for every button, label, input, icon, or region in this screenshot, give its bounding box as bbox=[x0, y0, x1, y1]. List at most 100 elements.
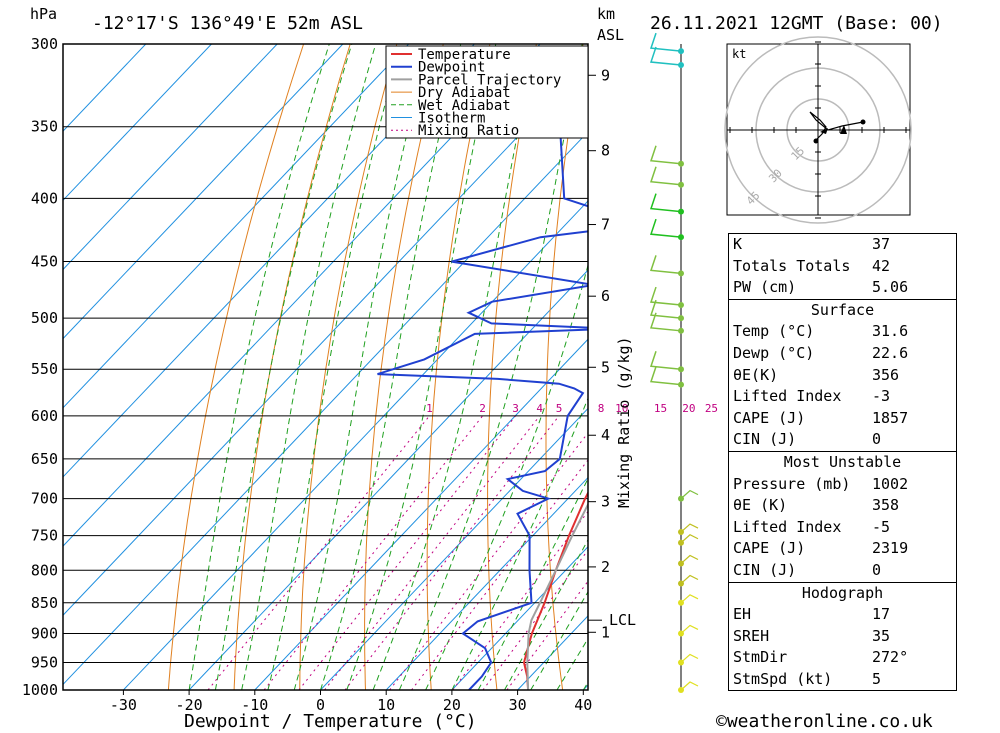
wind-barb bbox=[680, 523, 699, 533]
index-value: 5.06 bbox=[872, 278, 909, 297]
index-label: CIN (J) bbox=[733, 560, 797, 579]
temperature-tick-label: 0 bbox=[316, 696, 325, 714]
dry-adiabat-line bbox=[545, 44, 584, 690]
index-value: -3 bbox=[872, 387, 891, 406]
mixing-ratio-label: 2 bbox=[479, 402, 486, 415]
lcl-label: LCL bbox=[609, 611, 636, 629]
wet-adiabat-line bbox=[398, 44, 583, 690]
hodograph-title: Hodograph bbox=[801, 583, 884, 602]
pressure-tick-label: 750 bbox=[31, 527, 58, 545]
mixing-ratio-label: 20 bbox=[682, 402, 695, 415]
mixing-ratio-line bbox=[389, 432, 588, 690]
pressure-tick-label: 450 bbox=[31, 253, 58, 271]
index-value: 358 bbox=[872, 496, 900, 515]
temperature-tick-label: -10 bbox=[241, 696, 268, 714]
temperature-tick-label: 20 bbox=[443, 696, 461, 714]
isotherm-line bbox=[63, 44, 147, 132]
temperature-tick-label: -20 bbox=[176, 696, 203, 714]
index-label: Totals Totals bbox=[733, 256, 851, 275]
isotherm-line bbox=[320, 407, 588, 690]
index-row: CAPE (J) 1857 bbox=[729, 408, 956, 430]
temperature-tick-label: 30 bbox=[509, 696, 527, 714]
index-value: 42 bbox=[872, 256, 891, 275]
mixing-ratio-line bbox=[324, 415, 541, 690]
index-row: Lifted Index -3 bbox=[729, 386, 956, 408]
index-label: StmDir bbox=[733, 648, 788, 667]
index-label: Dewp (°C) bbox=[733, 343, 815, 362]
index-value: 17 bbox=[872, 605, 891, 624]
mixing-ratio-label: 5 bbox=[556, 402, 563, 415]
dry-adiabat-line bbox=[956, 44, 1000, 690]
wind-barb bbox=[649, 286, 682, 306]
mixing-ratio-label: 15 bbox=[654, 402, 667, 415]
pressure-tick-label: 600 bbox=[31, 407, 58, 425]
height-unit-label: km bbox=[597, 5, 615, 23]
wet-adiabat-line bbox=[320, 44, 462, 690]
legend-item: Dry Adiabat bbox=[418, 85, 511, 101]
mixing-ratio-line bbox=[344, 415, 560, 690]
height-tick-label: 5 bbox=[601, 358, 610, 376]
isotherm-line bbox=[63, 44, 344, 340]
footer-credit: ©weatheronline.co.uk bbox=[716, 711, 933, 732]
indices-panel: K 37 Totals Totals 42 PW (cm) 5.06 Surface Tem… bbox=[728, 233, 957, 692]
pressure-tick-label: 950 bbox=[31, 653, 58, 671]
mixing-ratio-label: 3 bbox=[512, 402, 519, 415]
index-label: PW (cm) bbox=[733, 278, 797, 297]
isotherm-line bbox=[188, 269, 588, 690]
index-row: K 37 bbox=[729, 234, 956, 256]
index-value: 5 bbox=[872, 669, 882, 688]
wind-barb bbox=[649, 218, 682, 238]
wind-barb bbox=[680, 554, 699, 564]
hodograph-point bbox=[813, 138, 819, 144]
pressure-tick-label: 850 bbox=[31, 594, 58, 612]
dry-adiabat-line bbox=[364, 44, 444, 690]
pressure-unit-label: hPa bbox=[30, 5, 57, 23]
legend-item: Parcel Trajectory bbox=[418, 72, 561, 88]
pressure-tick-label: 300 bbox=[31, 35, 58, 53]
hodograph-point bbox=[860, 119, 866, 125]
pressure-tick-label: 400 bbox=[31, 189, 58, 207]
isotherm-line bbox=[451, 546, 588, 690]
index-value: -5 bbox=[872, 517, 891, 536]
wind-barb bbox=[649, 145, 682, 165]
legend-item: Isotherm bbox=[418, 111, 485, 127]
dewpoint-line bbox=[377, 100, 588, 690]
height-tick-label: 8 bbox=[601, 142, 610, 160]
isotherm-line bbox=[63, 44, 541, 547]
mixing-ratio-label: 25 bbox=[705, 402, 718, 415]
index-row: θE(K) 356 bbox=[729, 365, 956, 387]
legend-item: Wet Adiabat bbox=[418, 98, 511, 114]
isotherm-line bbox=[63, 131, 588, 686]
index-row: StmDir 272° bbox=[729, 647, 956, 669]
wind-barb bbox=[649, 32, 682, 52]
wind-barb bbox=[649, 193, 682, 213]
isotherm-line bbox=[63, 44, 409, 409]
wind-barb bbox=[649, 255, 682, 275]
dry-adiabat-line bbox=[167, 44, 305, 690]
index-value: 1002 bbox=[872, 474, 909, 493]
legend-item: Mixing Ratio bbox=[418, 123, 519, 139]
wind-barb bbox=[680, 489, 699, 500]
dry-adiabat-line bbox=[487, 44, 537, 690]
index-value: 22.6 bbox=[872, 343, 909, 362]
wet-adiabat-line bbox=[241, 44, 377, 690]
index-row: CIN (J) 0 bbox=[729, 429, 956, 451]
index-value: 0 bbox=[872, 560, 882, 579]
height-tick-label: 6 bbox=[601, 287, 610, 305]
wind-barb bbox=[649, 299, 682, 319]
wet-adiabat-line bbox=[346, 44, 497, 690]
datetime-title: 26.11.2021 12GMT (Base: 00) bbox=[650, 13, 943, 34]
hodograph-kt-label: kt bbox=[732, 47, 746, 61]
height-tick-label: 3 bbox=[601, 493, 610, 511]
legend-item: Dewpoint bbox=[418, 60, 485, 76]
index-label: StmSpd (kt) bbox=[733, 669, 833, 688]
isotherm-line bbox=[63, 44, 212, 202]
index-label: K bbox=[733, 235, 743, 253]
wind-barb bbox=[649, 312, 682, 332]
index-label: Pressure (mb) bbox=[733, 474, 851, 493]
index-value: 356 bbox=[872, 365, 900, 384]
mixing-ratio-label: 4 bbox=[536, 402, 543, 415]
wind-barb bbox=[680, 574, 699, 584]
